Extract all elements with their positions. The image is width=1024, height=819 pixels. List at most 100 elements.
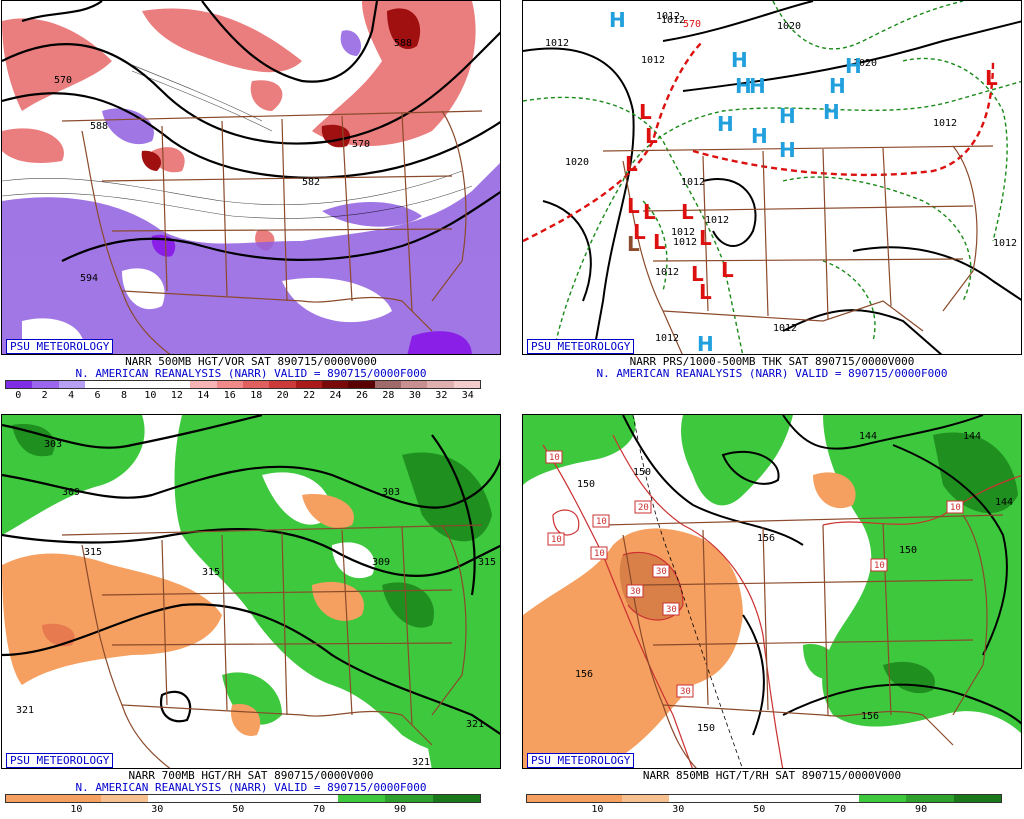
colorbar-tick-label: 16 [223, 390, 236, 401]
low-marker: L [627, 194, 640, 218]
rh-colorbar-ticks: 10 30 50 70 90 [526, 804, 1002, 817]
political-boundaries [61, 110, 483, 354]
contour-label: 321 [466, 719, 484, 730]
temp-label: 30 [680, 687, 691, 697]
contour-label: 309 [62, 487, 80, 498]
contour-label: 144 [859, 431, 877, 442]
colorbar-swatch [669, 795, 717, 802]
contour-label: 1020 [777, 21, 801, 32]
panel-caption: NARR 850MB HGT/T/RH SAT 890715/0000V000 [642, 769, 902, 782]
rh-colorbar [5, 794, 481, 803]
contour-label: 321 [412, 757, 430, 768]
colorbar-swatch [858, 795, 907, 802]
colorbar-tick-label: 0 [15, 390, 22, 401]
vorticity-contours [2, 60, 473, 219]
contour-label: 156 [861, 711, 879, 722]
colorbar-swatch [216, 381, 243, 388]
high-marker: H [749, 74, 766, 98]
contour-label: 321 [16, 705, 34, 716]
temperature-labels: 10 20 10 10 30 30 30 30 10 10 [545, 450, 964, 698]
low-marker: L [653, 230, 666, 254]
colorbar-tick-label: 34 [461, 390, 474, 401]
colorbar-swatch [337, 795, 386, 802]
temp-label: 10 [551, 535, 562, 545]
panel-500mb-vorticity: 570 588 570 582 594 588 PSU METEOROLOGY … [1, 0, 501, 405]
contour-label: 1012 [681, 177, 705, 188]
colorbar-swatch [453, 381, 480, 388]
colorbar-swatch [621, 795, 670, 802]
height-contours [2, 1, 500, 262]
contour-label: 1012 [545, 38, 569, 49]
colorbar-tick-label: 6 [94, 390, 101, 401]
colorbar-tick-label: 30 [672, 804, 685, 815]
colorbar-tick-label: 20 [276, 390, 289, 401]
contour-label: 309 [372, 557, 390, 568]
colorbar-swatch [764, 795, 812, 802]
temperature-contours [542, 434, 1021, 768]
temp-label: 10 [594, 549, 605, 559]
contour-label: 150 [899, 545, 917, 556]
low-marker: L [627, 232, 640, 256]
height-labels: 150 150 144 156 150 156 150 156 144 144 [575, 431, 1013, 734]
high-marker: H [717, 112, 734, 136]
contour-label: 582 [302, 177, 320, 188]
colorbar-tick-label: 10 [144, 390, 157, 401]
contour-label: 150 [697, 723, 715, 734]
contour-label: 570 [683, 19, 701, 30]
high-marker: H [779, 104, 796, 128]
colorbar-swatch [716, 795, 765, 802]
colorbar-swatch [906, 795, 954, 802]
high-marker: H [845, 54, 862, 78]
temp-label: 30 [630, 587, 641, 597]
contour-label: 570 [352, 139, 370, 150]
colorbar-tick-label: 30 [408, 390, 421, 401]
temp-label: 20 [638, 503, 649, 513]
temp-label: 10 [549, 453, 560, 463]
high-marker: H [697, 332, 714, 355]
contour-label: 1012 [655, 267, 679, 278]
map-850mb: 150 150 144 156 150 156 150 156 144 144 … [522, 414, 1022, 769]
psu-meteorology-badge: PSU METEOROLOGY [6, 753, 114, 768]
contour-label: 315 [84, 547, 102, 558]
colorbar-swatch [148, 795, 196, 802]
map-500mb: 570 588 570 582 594 588 PSU METEOROLOGY [1, 0, 501, 355]
contour-label: 150 [577, 479, 595, 490]
colorbar-swatch [6, 795, 54, 802]
colorbar-swatch [811, 795, 859, 802]
vorticity-positive-areas [2, 1, 476, 251]
map-500mb-svg: 570 588 570 582 594 588 [2, 1, 500, 354]
high-marker: H [823, 100, 840, 124]
panel-subcaption: N. AMERICAN REANALYSIS (NARR) VALID = 89… [596, 367, 948, 380]
height-contours [622, 415, 1021, 736]
high-marker: H [609, 8, 626, 32]
pressure-contours [523, 1, 1021, 354]
contour-label: 315 [478, 557, 496, 568]
colorbar-tick-label: 8 [120, 390, 128, 401]
contour-label: 156 [575, 669, 593, 680]
contour-label: 1012 [671, 227, 695, 238]
temp-label: 10 [874, 561, 885, 571]
colorbar-swatch [190, 381, 217, 388]
colorbar-swatch [242, 381, 270, 388]
low-marker: L [633, 220, 646, 244]
map-850mb-svg: 150 150 144 156 150 156 150 156 144 144 … [523, 415, 1021, 768]
low-marker: L [625, 152, 638, 176]
colorbar-swatch [195, 795, 244, 802]
contour-label: 303 [382, 487, 400, 498]
contour-label: 1012 [661, 15, 685, 26]
vorticity-colorbar [5, 380, 481, 389]
contour-label: 144 [995, 497, 1013, 508]
contour-label: 570 [54, 75, 72, 86]
colorbar-swatch [163, 381, 191, 388]
panel-caption: NARR PRS/1000-500MB THK SAT 890715/0000V… [629, 355, 915, 368]
low-marker: L [699, 226, 712, 250]
contour-labels: 303 309 303 315 315 309 315 321 321 321 [16, 439, 496, 768]
colorbar-tick-label: 28 [382, 390, 395, 401]
colorbar-swatch [53, 795, 101, 802]
colorbar-swatch [269, 381, 296, 388]
psu-meteorology-badge: PSU METEOROLOGY [527, 753, 635, 768]
high-marker: H [735, 74, 752, 98]
high-marker: H [779, 138, 796, 162]
colorbar-swatch [32, 381, 59, 388]
high-pressure-markers: H H H H H H H H H H H H [609, 8, 862, 355]
